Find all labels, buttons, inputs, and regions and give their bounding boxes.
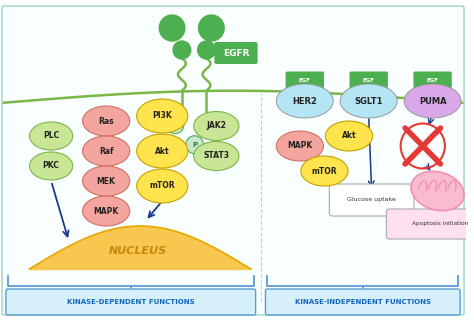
Text: Akt: Akt: [342, 132, 356, 141]
Text: PUMA: PUMA: [419, 97, 447, 106]
Text: MAPK: MAPK: [287, 142, 312, 151]
Text: PLC: PLC: [43, 132, 59, 141]
Text: P: P: [173, 122, 178, 128]
FancyBboxPatch shape: [214, 42, 257, 64]
Text: EGF: EGF: [427, 77, 438, 82]
Text: mTOR: mTOR: [149, 181, 175, 190]
Circle shape: [173, 41, 191, 59]
Text: PI3K: PI3K: [152, 111, 172, 120]
Ellipse shape: [411, 171, 464, 211]
Text: SGLT1: SGLT1: [355, 97, 383, 106]
Text: P: P: [192, 142, 197, 148]
Text: EGFR: EGFR: [223, 48, 249, 57]
Ellipse shape: [82, 196, 130, 226]
Text: STAT3: STAT3: [203, 152, 229, 160]
Text: Ras: Ras: [99, 117, 114, 126]
FancyBboxPatch shape: [413, 72, 452, 89]
Text: JAK2: JAK2: [206, 122, 226, 131]
FancyBboxPatch shape: [2, 6, 464, 315]
FancyBboxPatch shape: [265, 289, 460, 315]
Ellipse shape: [194, 111, 239, 141]
FancyBboxPatch shape: [6, 289, 255, 315]
Circle shape: [199, 15, 224, 41]
Circle shape: [166, 116, 184, 134]
Text: PKC: PKC: [43, 161, 60, 170]
Text: Raf: Raf: [99, 146, 113, 155]
Ellipse shape: [29, 152, 73, 180]
Ellipse shape: [276, 131, 323, 161]
Text: MAPK: MAPK: [93, 206, 119, 215]
Ellipse shape: [276, 84, 333, 118]
Text: Akt: Akt: [155, 146, 170, 155]
Ellipse shape: [29, 122, 73, 150]
FancyBboxPatch shape: [286, 72, 324, 89]
FancyBboxPatch shape: [329, 184, 414, 216]
Text: NUCLEUS: NUCLEUS: [109, 246, 167, 256]
Text: EGF: EGF: [363, 77, 374, 82]
Ellipse shape: [137, 99, 188, 133]
Ellipse shape: [137, 169, 188, 203]
Text: HER2: HER2: [292, 97, 317, 106]
FancyBboxPatch shape: [386, 209, 474, 239]
Ellipse shape: [326, 121, 373, 151]
Text: MEK: MEK: [97, 177, 116, 186]
Ellipse shape: [82, 166, 130, 196]
Text: Glucose uptake: Glucose uptake: [347, 197, 396, 203]
FancyBboxPatch shape: [349, 72, 388, 89]
Ellipse shape: [82, 136, 130, 166]
Circle shape: [198, 41, 215, 59]
Ellipse shape: [404, 84, 461, 118]
Circle shape: [159, 15, 185, 41]
Ellipse shape: [82, 106, 130, 136]
Ellipse shape: [137, 134, 188, 168]
Circle shape: [186, 136, 203, 154]
Text: KINASE-DEPENDENT FUNCTIONS: KINASE-DEPENDENT FUNCTIONS: [67, 299, 194, 305]
Text: EGF: EGF: [299, 77, 311, 82]
Ellipse shape: [340, 84, 397, 118]
Ellipse shape: [301, 156, 348, 186]
Polygon shape: [29, 226, 251, 269]
Ellipse shape: [194, 142, 239, 170]
Text: Apoptosis initiation: Apoptosis initiation: [412, 221, 469, 227]
Text: mTOR: mTOR: [311, 167, 337, 176]
Text: KINASE-INDEPENDENT FUNCTIONS: KINASE-INDEPENDENT FUNCTIONS: [295, 299, 431, 305]
